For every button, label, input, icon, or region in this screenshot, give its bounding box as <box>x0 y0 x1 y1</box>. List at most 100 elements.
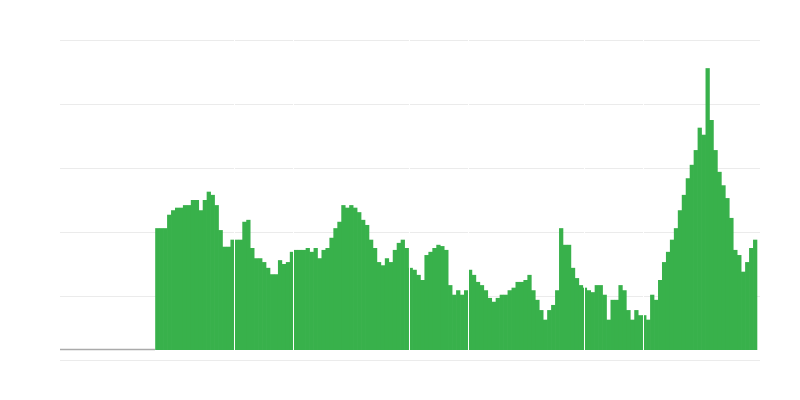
bar <box>681 194 687 350</box>
bar <box>428 251 433 350</box>
bar <box>495 297 500 350</box>
bar <box>523 280 528 350</box>
bar <box>467 269 473 350</box>
bar <box>693 150 698 350</box>
bar <box>190 200 196 350</box>
bar <box>658 280 663 350</box>
bar <box>709 120 714 350</box>
bar <box>487 297 493 350</box>
bar <box>654 299 659 350</box>
bar <box>404 248 409 350</box>
bar <box>297 249 302 350</box>
bar <box>384 258 390 350</box>
bar <box>337 221 342 350</box>
bar <box>559 228 564 350</box>
bar <box>305 248 310 350</box>
bar <box>665 251 671 350</box>
bar <box>630 319 635 350</box>
bar <box>175 207 180 350</box>
bar <box>590 292 595 350</box>
bar <box>369 239 374 350</box>
bar <box>717 171 722 350</box>
bar <box>182 205 188 350</box>
bar <box>642 315 647 350</box>
bar <box>361 219 366 350</box>
bar <box>250 248 255 350</box>
bar <box>475 281 481 350</box>
bar <box>222 246 227 350</box>
bar <box>408 267 413 350</box>
bar <box>313 248 318 350</box>
bar <box>555 290 560 350</box>
bar <box>270 274 275 350</box>
bar <box>507 290 512 350</box>
bar <box>226 246 231 350</box>
bar <box>464 290 469 350</box>
bar <box>218 230 223 350</box>
bar <box>372 248 378 350</box>
bar <box>341 205 346 350</box>
bars <box>155 68 758 351</box>
bar <box>527 274 532 350</box>
bar <box>432 248 437 350</box>
bar <box>365 224 370 350</box>
bar <box>563 244 568 350</box>
bar <box>376 262 382 350</box>
bar <box>392 249 398 350</box>
bar <box>531 290 536 350</box>
bar <box>586 290 592 350</box>
bar <box>163 228 168 350</box>
bar <box>266 267 271 350</box>
bar <box>258 258 263 350</box>
bar <box>705 68 710 350</box>
bar <box>460 294 465 350</box>
bar <box>753 239 758 350</box>
bar <box>317 258 322 350</box>
bar <box>167 214 172 350</box>
bar <box>669 239 675 350</box>
bar <box>329 237 334 350</box>
bar <box>483 290 489 350</box>
bar <box>325 248 330 350</box>
bar <box>661 262 667 350</box>
bar <box>238 239 243 350</box>
bar <box>321 249 326 350</box>
bar <box>456 290 461 350</box>
bar <box>721 185 726 350</box>
bar <box>293 249 299 350</box>
bar <box>246 219 251 350</box>
bar <box>503 294 508 350</box>
bar <box>741 271 746 350</box>
bar <box>194 200 200 350</box>
bar <box>602 294 607 350</box>
bar <box>539 310 544 350</box>
bar <box>396 242 401 350</box>
bar <box>178 207 184 350</box>
bar <box>277 260 283 350</box>
bar <box>606 319 611 350</box>
bar <box>420 280 425 350</box>
bar <box>412 269 417 350</box>
bar <box>614 299 619 350</box>
bar <box>511 287 516 350</box>
bar <box>309 251 314 350</box>
bar <box>543 319 548 350</box>
bar <box>626 310 631 350</box>
bar <box>206 191 211 350</box>
bar <box>159 228 164 350</box>
bar <box>444 249 449 350</box>
bar <box>574 278 580 350</box>
bar <box>333 228 338 350</box>
bar <box>729 217 734 350</box>
bar <box>535 299 540 350</box>
bar <box>424 255 429 350</box>
bar <box>452 294 457 350</box>
bar <box>725 198 730 350</box>
bar <box>491 301 496 350</box>
bar <box>547 310 552 350</box>
bar <box>515 281 520 350</box>
bar <box>210 194 215 350</box>
bar <box>673 228 679 350</box>
bar <box>745 262 750 350</box>
